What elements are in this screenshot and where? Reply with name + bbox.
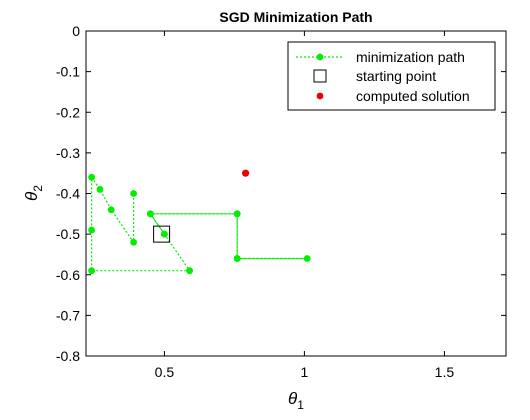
y-axis-label-subscript: 2 <box>31 185 45 192</box>
starting-point-marker <box>153 225 171 243</box>
legend-solution-marker <box>316 92 324 100</box>
path-point <box>233 255 241 262</box>
path-point <box>147 210 154 218</box>
x-tick-label: 0.5 <box>155 364 175 380</box>
y-tick-label: -0.5 <box>56 226 80 242</box>
legend-label-path: minimization path <box>356 49 465 65</box>
y-tick-label: -0.8 <box>56 348 80 364</box>
path-point <box>96 186 104 193</box>
path-point <box>186 267 194 275</box>
x-tick-label: 1 <box>301 364 309 380</box>
legend: minimization path starting point compute… <box>287 41 496 111</box>
y-tick-label: -0.3 <box>56 145 80 161</box>
y-tick-label: -0.6 <box>56 267 80 283</box>
path-point <box>88 226 95 234</box>
path-point <box>130 238 138 246</box>
path-point <box>303 255 311 262</box>
path-point <box>88 173 95 181</box>
path-point <box>88 267 95 275</box>
path-point <box>161 230 168 238</box>
computed-solution-point <box>242 169 250 177</box>
y-tick-label: -0.2 <box>56 104 80 120</box>
x-axis-label: θ1 <box>288 389 304 412</box>
legend-label-solution: computed solution <box>356 88 470 104</box>
legend-path-marker <box>316 53 324 61</box>
axis-ticks: 0 -0.1 -0.2 -0.3 -0.4 -0.5 -0.6 -0.7 -0.8 0.5 1 1.5 <box>56 23 506 380</box>
legend-box <box>287 41 496 111</box>
path-point <box>233 210 241 218</box>
y-tick-label: 0 <box>72 23 80 39</box>
path-point <box>130 190 138 197</box>
legend-label-start: starting point <box>356 68 436 84</box>
y-tick-label: -0.4 <box>56 186 80 202</box>
y-tick-label: -0.1 <box>56 64 80 80</box>
x-tick-label: 1.5 <box>435 364 455 380</box>
legend-start-marker <box>313 69 327 83</box>
chart-title: SGD Minimization Path <box>219 9 372 25</box>
x-axis-label-subscript: 1 <box>297 398 304 412</box>
series-marks <box>88 169 311 275</box>
y-axis-label: θ2 <box>22 185 45 201</box>
path-point <box>107 206 115 214</box>
y-tick-label: -0.7 <box>56 307 80 323</box>
